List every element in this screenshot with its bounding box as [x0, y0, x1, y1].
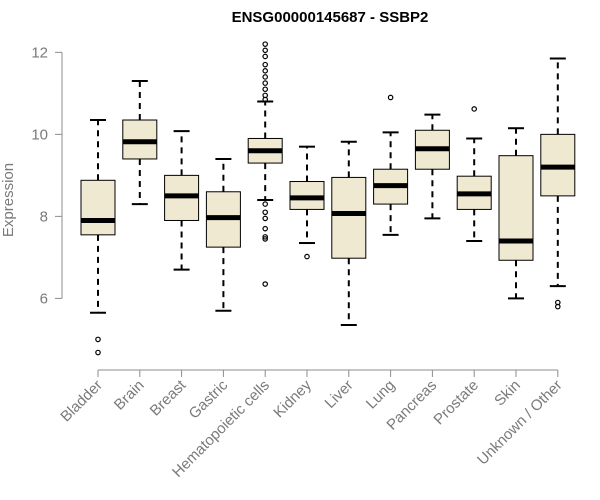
- y-axis-label: Expression: [0, 163, 17, 237]
- outlier-point: [262, 47, 269, 54]
- box-group: [331, 140, 367, 327]
- x-tick-label: Breast: [147, 376, 190, 419]
- outlier-point: [262, 225, 269, 232]
- y-tick-label: 6: [40, 290, 48, 307]
- outlier-point: [262, 41, 269, 47]
- outlier-point: [262, 96, 269, 103]
- outlier-point: [95, 336, 101, 343]
- box-group: [122, 80, 158, 206]
- box-group: [456, 106, 492, 242]
- outlier-point: [304, 253, 310, 260]
- outlier-point: [262, 236, 269, 242]
- box-iqr: [331, 176, 367, 259]
- y-tick-label: 12: [31, 44, 48, 61]
- x-tick-label: Lung: [363, 377, 399, 413]
- outlier-point: [262, 74, 269, 80]
- outlier-point: [262, 209, 269, 216]
- outlier-point: [262, 215, 269, 222]
- outlier-point: [262, 53, 269, 60]
- x-tick-label: Liver: [322, 377, 357, 412]
- plot-area: [80, 41, 576, 356]
- outlier-point: [262, 80, 269, 86]
- outlier-point: [95, 349, 101, 356]
- box-group: [373, 94, 409, 236]
- box-group: [414, 113, 450, 220]
- box-group: [498, 127, 534, 300]
- y-axis: 6 8 10 12: [31, 44, 63, 307]
- box-group: [289, 145, 325, 260]
- outlier-point: [262, 234, 269, 240]
- x-tick-label: Brain: [111, 377, 148, 414]
- box-iqr: [80, 179, 116, 236]
- y-tick-label: 8: [40, 208, 48, 225]
- box-iqr: [498, 155, 534, 261]
- x-tick-label: Prostate: [430, 377, 482, 429]
- outlier-point: [262, 281, 269, 287]
- box-group: [80, 119, 116, 356]
- outlier-point: [262, 86, 269, 93]
- box-group: [205, 157, 241, 312]
- outlier-point: [262, 201, 269, 207]
- outlier-point: [262, 68, 269, 74]
- box-group: [164, 130, 200, 271]
- box-group: [247, 41, 283, 287]
- x-tick-label: Bladder: [57, 377, 106, 426]
- outlier-point: [262, 61, 269, 68]
- outlier-point: [387, 94, 394, 101]
- box-group: [540, 57, 576, 310]
- outlier-point: [554, 303, 561, 310]
- outlier-point: [471, 106, 478, 112]
- y-tick-label: 10: [31, 126, 48, 143]
- chart-title: ENSG00000145687 - SSBP2: [232, 9, 429, 26]
- x-tick-label: Kidney: [270, 376, 315, 421]
- x-tick-label: Skin: [491, 377, 524, 410]
